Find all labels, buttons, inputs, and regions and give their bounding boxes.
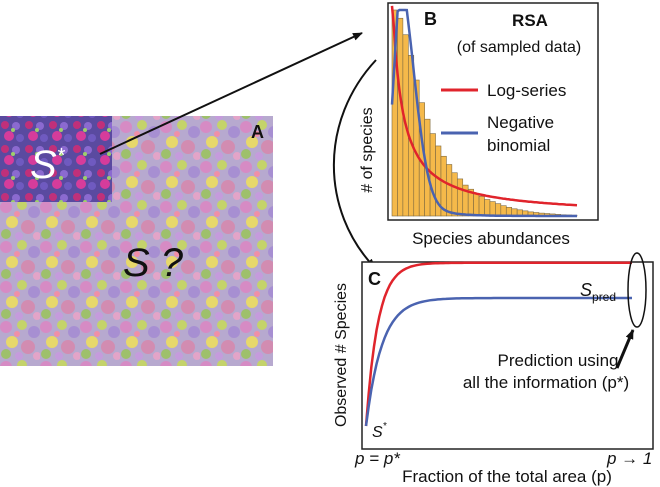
s-pred-label: Spred (580, 280, 616, 304)
histogram-bar (451, 172, 458, 217)
arrows (99, 32, 377, 269)
s-star-label: S* (372, 421, 388, 441)
histogram-bar (456, 178, 464, 217)
histogram-bar (484, 199, 491, 217)
panel-b-ylabel: # of species (359, 107, 376, 192)
annotation-line2: all the information (p*) (463, 373, 629, 392)
panel-b-label: B (424, 9, 437, 29)
panel-a: A S* S ? (0, 116, 273, 366)
log-series-curve (390, 5, 578, 207)
prediction-arrow (615, 329, 635, 369)
subarea-species-symbol: S* (30, 143, 66, 187)
negative-binomial-curve (390, 8, 577, 218)
histogram-bar (489, 201, 496, 217)
histogram-bar (473, 193, 480, 217)
panel-b-subtitle: (of sampled data) (457, 39, 582, 56)
legend-label-log-series: Log-series (487, 81, 566, 100)
panel-c-label: C (368, 269, 381, 289)
panel-c-ylabel: Observed # Species (333, 283, 350, 427)
histogram-bar (500, 205, 507, 217)
sampled-subarea (0, 116, 112, 202)
arrow-a-to-b (99, 32, 363, 155)
prediction-ellipse (627, 252, 647, 328)
panel-a-label: A (251, 122, 264, 142)
panel-b: B RSA (of sampled data) Log-series Negat… (359, 2, 599, 248)
legend-label-negative-binomial-line2: binomial (487, 136, 550, 155)
arrow-b-to-c (332, 59, 377, 269)
annotation-line1: Prediction using (498, 351, 619, 370)
species-accumulation-curve-log-series (364, 261, 632, 427)
legend-label-negative-binomial-line1: Negative (487, 113, 554, 132)
panel-c: C Spred Prediction using all the informa… (333, 252, 654, 486)
panel-b-xlabel: Species abundances (412, 229, 570, 248)
histogram-bar (397, 17, 404, 217)
panel-b-title: RSA (512, 11, 548, 30)
total-species-question: S ? (123, 241, 184, 285)
histogram-bar (478, 196, 485, 217)
histogram-bar (446, 164, 453, 217)
panel-c-xlabel: Fraction of the total area (p) (402, 467, 612, 486)
x-tick-left: p = p* (354, 449, 401, 468)
panel-c-frame (361, 261, 654, 450)
histogram-bar (495, 203, 502, 217)
x-tick-right: p → 1 (606, 449, 652, 468)
species-accumulation-curve-negative-binomial (364, 296, 632, 427)
